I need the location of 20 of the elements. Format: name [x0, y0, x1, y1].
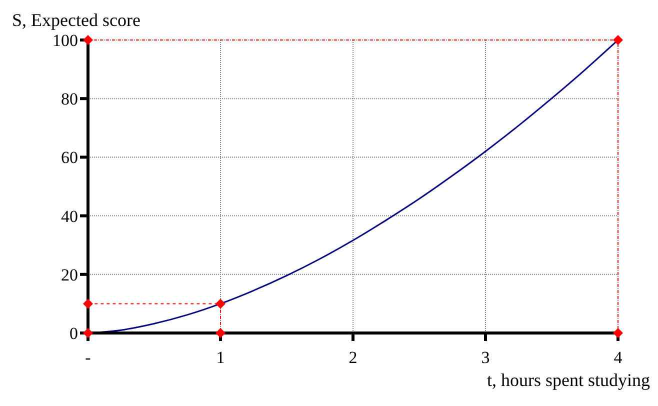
point	[83, 35, 93, 45]
x-axis-title: t, hours spent studying	[486, 370, 650, 391]
x-tick-label: 2	[348, 348, 358, 368]
x-tick-label: 1	[216, 348, 225, 368]
y-tick-label: 60	[61, 148, 78, 168]
point	[83, 298, 93, 309]
y-tick-label: 80	[61, 90, 78, 109]
point	[83, 328, 93, 338]
y-axis-title: S, Expected score	[12, 10, 140, 31]
x-tick-label: 4	[614, 348, 623, 368]
y-tick-label: 20	[61, 265, 78, 284]
point	[613, 35, 623, 45]
x-tick-label: 3	[481, 348, 490, 368]
point	[613, 328, 623, 338]
point	[216, 328, 226, 338]
x-tick-label: -	[85, 348, 92, 368]
y-tick-label: 40	[61, 206, 78, 226]
y-tick-label: 100	[52, 30, 78, 50]
y-tick-label: 0	[70, 324, 78, 343]
point	[216, 298, 226, 309]
